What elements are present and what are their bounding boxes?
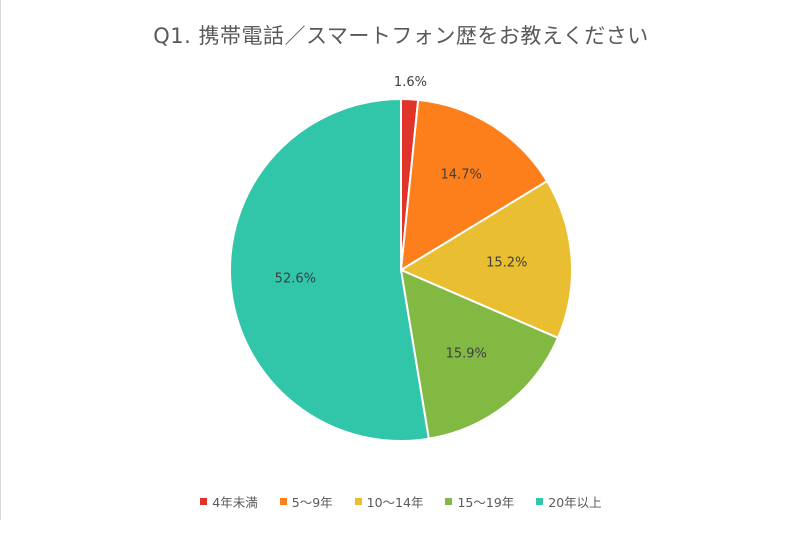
chart-frame: Q1. 携帯電話／スマートフォン歴をお教えください 1.6% 14.7% 15.2%… [0,0,800,520]
legend-label: 5〜9年 [291,495,333,510]
pie-slice [399,268,560,440]
legend-swatch [536,498,544,505]
slice-label: 15.2% [486,256,527,271]
pie-slice [398,179,573,340]
pie-slice [399,98,549,272]
legend-label: 10〜14年 [366,495,424,510]
legend-swatch [200,498,208,505]
legend-item: 15〜19年 [445,492,514,511]
legend-swatch [279,498,287,505]
pie-slice [229,97,430,442]
slice-label: 15.9% [446,347,487,362]
legend-label: 15〜19年 [457,495,515,510]
legend-item: 10〜14年 [354,492,424,511]
slice-label: 52.6% [275,272,316,287]
legend-label: 4年未満 [212,495,258,510]
slice-label: 14.7% [441,168,482,183]
legend: 4年未満 5〜9年 10〜14年 15〜19年 20年以上 [1,492,800,511]
legend-item: 5〜9年 [279,492,333,511]
legend-item: 20年以上 [536,492,602,511]
slice-label: 1.6% [394,75,427,90]
legend-label: 20年以上 [548,495,602,510]
pie-chart: 1.6% 14.7% 15.2% 15.9% 52.6% [229,75,573,442]
legend-item: 4年未満 [200,492,258,511]
legend-swatch [445,498,453,505]
legend-swatch [354,498,362,505]
chart-title: Q1. 携帯電話／スマートフォン歴をお教えください [153,24,649,48]
